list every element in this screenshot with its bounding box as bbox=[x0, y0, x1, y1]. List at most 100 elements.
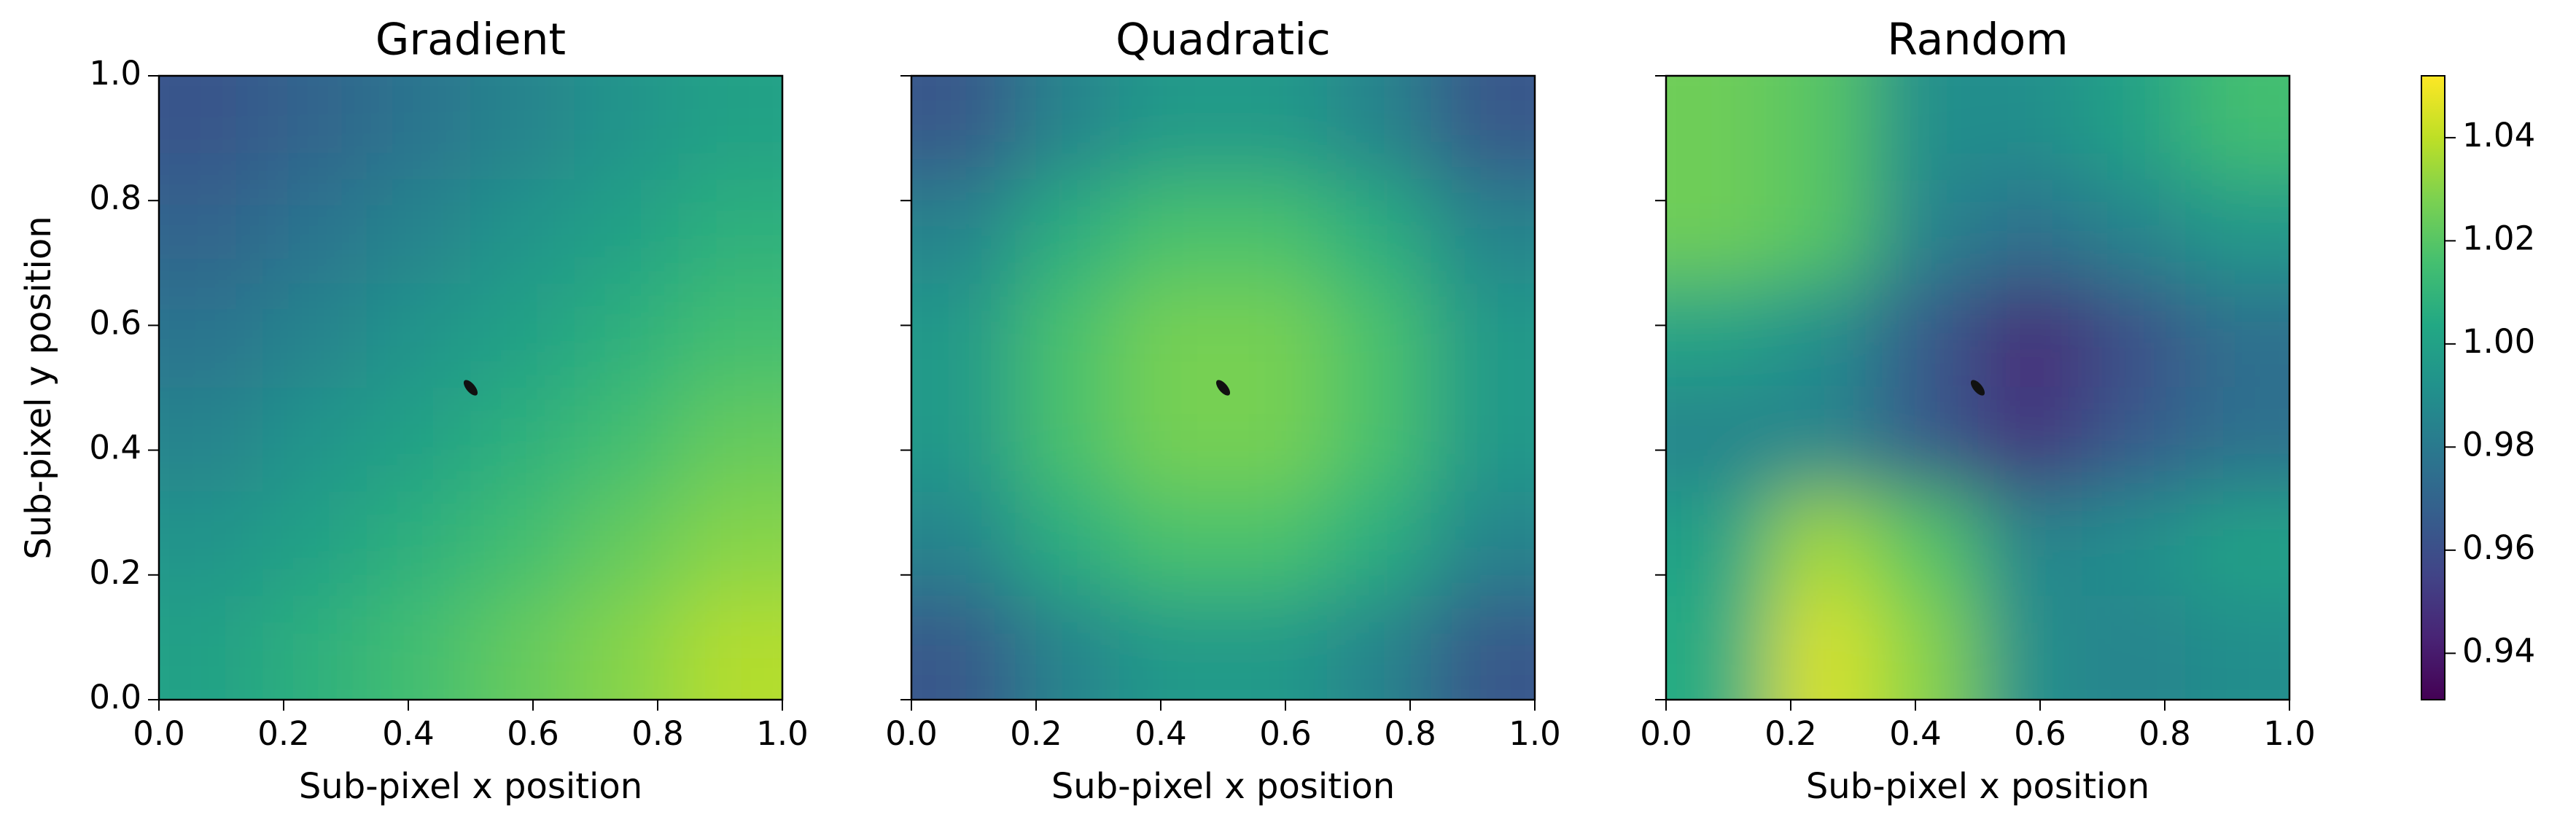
heat-cell bbox=[911, 388, 1016, 493]
heat-cell bbox=[2185, 284, 2289, 388]
heat-cell bbox=[1431, 76, 1535, 181]
heat-cell bbox=[911, 491, 1016, 596]
heat-cell bbox=[470, 491, 575, 596]
heat-cell bbox=[1770, 179, 1875, 284]
heat-cell bbox=[1770, 284, 1875, 388]
heat-cell bbox=[1874, 284, 1978, 388]
heat-cell bbox=[1666, 491, 1770, 596]
heat-cell bbox=[1015, 491, 1120, 596]
heat-cell bbox=[262, 595, 367, 700]
x-tick-label: 0.0 bbox=[133, 714, 185, 753]
heat-cell bbox=[1015, 179, 1120, 284]
heat-cell bbox=[678, 284, 782, 388]
heat-cell bbox=[1327, 595, 1431, 700]
heat-cell bbox=[1119, 179, 1223, 284]
heat-cell bbox=[1119, 388, 1223, 493]
colorbar-tick-label: 0.96 bbox=[2462, 528, 2535, 567]
x-tick-label: 0.2 bbox=[1764, 714, 1817, 753]
heat-cell bbox=[1977, 388, 2082, 493]
x-tick-label: 0.6 bbox=[507, 714, 559, 753]
heat-cell bbox=[1223, 388, 1328, 493]
heat-cell bbox=[1223, 284, 1328, 388]
heat-cell bbox=[1874, 76, 1978, 181]
x-tick-label: 0.4 bbox=[1889, 714, 1942, 753]
heat-cell bbox=[2082, 76, 2186, 181]
heat-cell bbox=[470, 284, 575, 388]
heat-cell bbox=[678, 179, 782, 284]
heat-cell bbox=[262, 388, 367, 493]
heat-cell bbox=[1666, 284, 1770, 388]
heat-cell bbox=[911, 595, 1016, 700]
heat-cell bbox=[1770, 388, 1875, 493]
x-tick-label: 0.8 bbox=[1384, 714, 1436, 753]
heat-cell bbox=[262, 76, 367, 181]
heat-cell bbox=[367, 388, 471, 493]
y-tick-label: 0.2 bbox=[89, 553, 141, 592]
x-axis-label: Sub-pixel x position bbox=[1051, 766, 1395, 807]
y-tick-label: 0.0 bbox=[89, 678, 141, 716]
heatmap bbox=[159, 76, 782, 700]
heat-cell bbox=[1327, 179, 1431, 284]
heat-cell bbox=[159, 284, 263, 388]
heat-cell bbox=[575, 595, 679, 700]
heat-cell bbox=[678, 491, 782, 596]
marker bbox=[463, 380, 478, 396]
heat-cell bbox=[2185, 491, 2289, 596]
x-tick-label: 0.6 bbox=[2014, 714, 2066, 753]
heat-cell bbox=[1874, 179, 1978, 284]
heat-cell bbox=[1015, 388, 1120, 493]
heat-cell bbox=[911, 179, 1016, 284]
heat-cell bbox=[1119, 491, 1223, 596]
heat-cell bbox=[575, 388, 679, 493]
heat-cell bbox=[1223, 491, 1328, 596]
heat-cell bbox=[2185, 595, 2289, 700]
cells bbox=[1666, 76, 2289, 700]
heat-cell bbox=[1223, 595, 1328, 700]
heat-cell bbox=[1770, 491, 1875, 596]
panel-title: Quadratic bbox=[1116, 15, 1331, 66]
heat-cell bbox=[1874, 491, 1978, 596]
heat-cell bbox=[2082, 595, 2186, 700]
heat-cell bbox=[1327, 491, 1431, 596]
marker bbox=[1970, 380, 1985, 396]
x-axis-label: Sub-pixel x position bbox=[299, 766, 642, 807]
heat-cell bbox=[2082, 284, 2186, 388]
heat-cell bbox=[1874, 595, 1978, 700]
heat-cell bbox=[1977, 491, 2082, 596]
colorbar-tick-label: 0.94 bbox=[2462, 631, 2535, 670]
x-tick-label: 0.2 bbox=[1010, 714, 1062, 753]
heat-cell bbox=[470, 76, 575, 181]
y-tick-label: 1.0 bbox=[89, 54, 141, 93]
axes-frame bbox=[157, 74, 784, 701]
heat-cell bbox=[1977, 284, 2082, 388]
heatmap bbox=[1666, 76, 2289, 700]
heat-cell bbox=[1666, 388, 1770, 493]
x-tick-label: 0.4 bbox=[382, 714, 435, 753]
heat-cell bbox=[367, 179, 471, 284]
heat-cell bbox=[1770, 595, 1875, 700]
panel-title: Random bbox=[1887, 15, 2068, 66]
heat-cell bbox=[1119, 284, 1223, 388]
heat-cell bbox=[1015, 595, 1120, 700]
heat-cell bbox=[2185, 388, 2289, 493]
heat-cell bbox=[1431, 284, 1535, 388]
heat-cell bbox=[1874, 388, 1978, 493]
heat-cell bbox=[2082, 388, 2186, 493]
heat-cell bbox=[1223, 76, 1328, 181]
heat-cell bbox=[911, 76, 1016, 181]
heat-cell bbox=[2082, 491, 2186, 596]
heat-cell bbox=[1431, 491, 1535, 596]
heat-cell bbox=[1770, 76, 1875, 181]
heat-cell bbox=[575, 491, 679, 596]
y-tick-label: 0.8 bbox=[89, 179, 141, 217]
heat-cell bbox=[575, 179, 679, 284]
heat-cell bbox=[262, 179, 367, 284]
heat-cell bbox=[470, 388, 575, 493]
heat-cell bbox=[159, 76, 263, 181]
heat-cell bbox=[678, 388, 782, 493]
heat-cell bbox=[678, 76, 782, 181]
x-tick-label: 1.0 bbox=[1509, 714, 1561, 753]
heat-cell bbox=[1119, 76, 1223, 181]
axes-frame bbox=[910, 74, 1536, 701]
